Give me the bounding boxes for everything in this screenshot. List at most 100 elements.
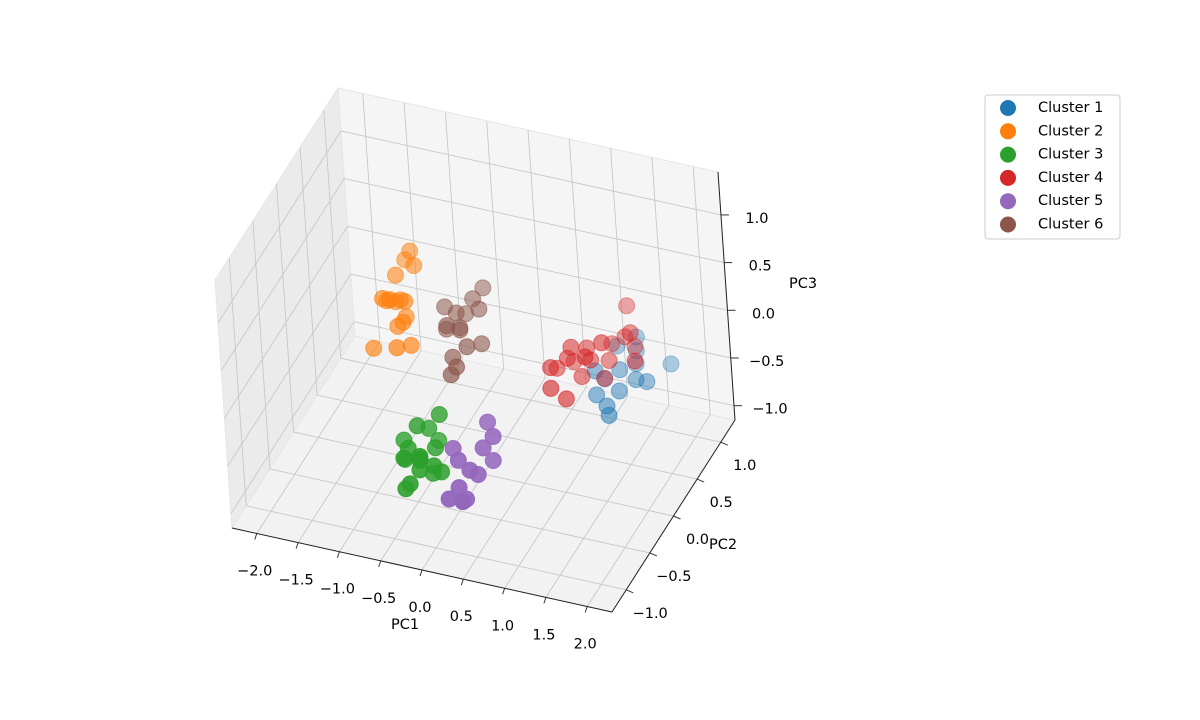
- x-tick-label: −2.0: [237, 563, 272, 579]
- z-tick-label: 0.5: [749, 259, 772, 275]
- point: [484, 452, 502, 470]
- grid-line: [269, 468, 650, 554]
- axis-line: [717, 171, 736, 421]
- point: [611, 361, 629, 379]
- z-tick-label: 1.0: [745, 211, 768, 227]
- point: [454, 493, 472, 511]
- point: [381, 291, 399, 309]
- grid-line: [403, 102, 422, 351]
- point: [447, 304, 465, 322]
- point: [662, 355, 680, 373]
- x-tick-label: −0.5: [361, 591, 396, 607]
- point: [627, 371, 645, 389]
- point: [627, 328, 645, 346]
- legend-label: Cluster 6: [1038, 217, 1103, 233]
- tick-mark: [584, 606, 588, 613]
- point: [638, 373, 656, 391]
- axis-line: [231, 527, 613, 613]
- legend-label: Cluster 3: [1038, 147, 1103, 163]
- grid-line: [340, 130, 722, 216]
- point: [430, 405, 448, 423]
- grid-line: [527, 129, 546, 379]
- axis-line: [611, 419, 736, 613]
- point: [484, 427, 502, 445]
- point: [408, 417, 426, 435]
- grid-line: [323, 110, 342, 359]
- point: [573, 368, 591, 386]
- grid-line: [252, 220, 271, 469]
- grid-line: [230, 321, 355, 514]
- point: [402, 336, 420, 354]
- point: [557, 390, 575, 408]
- point: [616, 328, 634, 346]
- point: [442, 366, 460, 384]
- tick-mark: [254, 533, 258, 540]
- point: [588, 386, 606, 404]
- grid-line: [651, 157, 670, 406]
- point: [470, 300, 488, 318]
- point: [542, 359, 560, 377]
- point: [401, 475, 419, 493]
- y-tick-label: 0.5: [710, 495, 733, 511]
- point: [438, 317, 456, 335]
- point: [411, 447, 429, 465]
- z-tick-label: −0.5: [749, 354, 784, 370]
- x-tick-label: −1.5: [278, 573, 313, 589]
- grid-line: [486, 120, 505, 369]
- x-tick-label: 1.0: [491, 618, 514, 634]
- legend-label: Cluster 1: [1038, 100, 1103, 116]
- x-tick-label: 1.5: [532, 627, 555, 643]
- tick-mark: [696, 478, 705, 483]
- point: [425, 457, 443, 475]
- point: [596, 369, 614, 387]
- point: [440, 490, 458, 508]
- y-tick-label: −1.0: [633, 606, 668, 622]
- tick-mark: [336, 551, 340, 558]
- point: [592, 334, 610, 352]
- point: [618, 297, 636, 315]
- axes: −2.0 −1.5 −1.0 −0.5 0.0 0.5 1.0 1.5 2.0 −1.0 −0.5 0…: [214, 86, 788, 653]
- z-tick-label: 0.0: [752, 306, 775, 322]
- tick-mark: [460, 578, 464, 586]
- legend-label: Cluster 4: [1038, 170, 1103, 186]
- legend-label: Cluster 2: [1038, 123, 1103, 139]
- grid-line: [610, 148, 629, 397]
- grid-line: [317, 394, 698, 480]
- z-tick-label: −1.0: [752, 402, 787, 418]
- x-tick-label: −1.0: [320, 582, 355, 598]
- point: [576, 348, 594, 366]
- legend-marker: [1000, 100, 1016, 116]
- z-axis-label: PC3: [789, 276, 817, 292]
- grid-line: [350, 273, 731, 359]
- tick-mark: [625, 589, 634, 594]
- grid-line: [228, 257, 247, 506]
- point: [626, 352, 644, 370]
- point: [365, 339, 383, 357]
- x-tick-label: 0.0: [408, 600, 431, 616]
- point: [449, 451, 467, 469]
- point: [405, 257, 423, 275]
- legend-label: Cluster 5: [1038, 193, 1103, 209]
- point: [394, 313, 412, 331]
- point: [473, 335, 491, 353]
- grid-line: [220, 178, 345, 371]
- point: [458, 338, 476, 356]
- point: [479, 413, 497, 431]
- tick-mark: [295, 542, 299, 549]
- legend-marker: [1000, 193, 1016, 210]
- legend-marker: [1000, 169, 1016, 186]
- x-tick-label: 2.0: [574, 637, 597, 653]
- tick-mark: [673, 515, 681, 520]
- grid-line: [340, 357, 721, 443]
- tick-mark: [419, 569, 423, 577]
- grid-line: [224, 226, 348, 419]
- point: [388, 339, 406, 357]
- y-tick-label: −0.5: [656, 569, 691, 585]
- legend-box: [984, 94, 1121, 240]
- legend-marker: [1000, 123, 1016, 140]
- point: [386, 266, 404, 284]
- point: [610, 382, 628, 400]
- tick-mark: [543, 597, 547, 604]
- tick-mark: [378, 560, 382, 568]
